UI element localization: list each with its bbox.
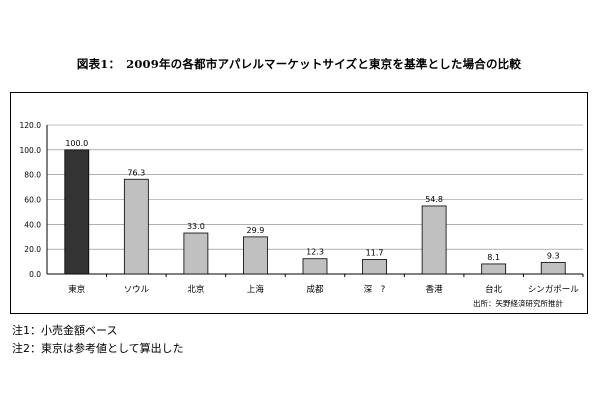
bar bbox=[421, 205, 447, 275]
bar bbox=[302, 258, 328, 275]
y-tick-label: 120.0 bbox=[20, 121, 42, 130]
bar bbox=[243, 236, 268, 275]
y-tick-label: 0.0 bbox=[29, 270, 41, 279]
bar bbox=[540, 262, 566, 275]
data-label: 29.9 bbox=[247, 226, 265, 235]
data-label: 11.7 bbox=[366, 248, 384, 257]
y-tick-label: 20.0 bbox=[24, 245, 41, 254]
x-tick-label: ソウル bbox=[124, 285, 150, 295]
y-tick-label: 100.0 bbox=[20, 146, 42, 155]
x-tick-label: 香港 bbox=[426, 284, 444, 295]
data-label: 54.8 bbox=[425, 195, 443, 204]
data-label: 76.3 bbox=[127, 168, 145, 177]
bar-chart: 0.0 20.0 40.0 60.0 80.0 100.0 120.0 100.0 東京 76.3… bbox=[20, 121, 584, 295]
x-tick-label: 深 ? bbox=[364, 285, 386, 295]
note-1: 注1：小売金額ベース bbox=[12, 324, 118, 337]
x-tick-label: 台北 bbox=[485, 284, 503, 295]
y-tick-label: 40.0 bbox=[24, 220, 41, 229]
x-tick-label: 上海 bbox=[247, 284, 265, 295]
bar bbox=[123, 178, 149, 275]
bar bbox=[183, 232, 209, 275]
x-tick-label: 成都 bbox=[306, 284, 324, 295]
chart-frame: 0.0 20.0 40.0 60.0 80.0 100.0 120.0 100.0 東京 76.3… bbox=[10, 92, 588, 314]
data-label: 8.1 bbox=[487, 253, 500, 262]
y-tick-label: 80.0 bbox=[24, 171, 41, 180]
bar bbox=[481, 263, 507, 275]
x-tick-label: 北京 bbox=[187, 284, 204, 295]
note-2: 注2：東京は参考値として算出した bbox=[12, 342, 184, 355]
data-label: 12.3 bbox=[306, 248, 324, 257]
source-note: 出所：矢野経済研究所推計 bbox=[473, 299, 563, 308]
data-label: 33.0 bbox=[187, 222, 205, 231]
bar bbox=[362, 259, 387, 275]
data-label: 9.3 bbox=[547, 251, 560, 260]
chart-title: 図表1： 2009年の各都市アパレルマーケットサイズと東京を基準とした場合の比較 bbox=[76, 57, 522, 71]
x-tick-label: 東京 bbox=[68, 284, 85, 295]
bar bbox=[64, 149, 90, 275]
y-tick-label: 60.0 bbox=[24, 196, 41, 205]
data-label: 100.0 bbox=[65, 139, 88, 148]
x-tick-label: シンガポール bbox=[528, 284, 580, 295]
